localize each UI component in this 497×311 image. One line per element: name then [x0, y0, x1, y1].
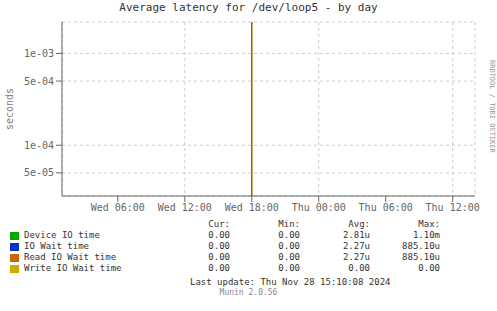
html-text:Write IO Wait time: Write IO Wait time	[24, 263, 122, 273]
html-text:Last update: Thu Nov 28 15:10:: Last update: Thu Nov 28 15:10:08 2024	[190, 277, 391, 287]
html-text:0.00: 0.00	[418, 263, 440, 273]
svg-text:Wed 18:00: Wed 18:00	[225, 202, 279, 213]
html-text:1.10m: 1.10m	[412, 230, 440, 240]
html-text:2.27u: 2.27u	[342, 252, 370, 262]
html-text:Device IO time: Device IO time	[24, 230, 100, 240]
svg-text:1e-03: 1e-03	[24, 48, 54, 59]
html-text:0.00: 0.00	[348, 263, 370, 273]
html-text:Avg:: Avg:	[348, 219, 370, 229]
html-text:Cur:: Cur:	[208, 219, 230, 229]
html-text:Max:: Max:	[418, 219, 440, 229]
html-text:0.00: 0.00	[278, 241, 300, 251]
svg-text:5e-05: 5e-05	[24, 167, 54, 178]
html-text:2.27u: 2.27u	[342, 241, 370, 251]
svg-text:Thu 06:00: Thu 06:00	[359, 202, 413, 213]
html-text:RRDTOOL / TOBI OETIKER: RRDTOOL / TOBI OETIKER	[488, 60, 496, 153]
html-text:0.00: 0.00	[278, 252, 300, 262]
svg-text:Wed 12:00: Wed 12:00	[158, 202, 212, 213]
html-text:0.00: 0.00	[278, 230, 300, 240]
svg-text:Wed 06:00: Wed 06:00	[91, 202, 145, 213]
html-text:Min:: Min:	[278, 219, 300, 229]
html-text:0.00: 0.00	[208, 263, 230, 273]
svg-text:Thu 12:00: Thu 12:00	[426, 202, 480, 213]
html-text:IO Wait time: IO Wait time	[24, 241, 89, 251]
html-text:0.00: 0.00	[278, 263, 300, 273]
svg-text:5e-04: 5e-04	[24, 76, 54, 87]
html-text:Munin 2.0.56: Munin 2.0.56	[219, 288, 278, 297]
svg-text:Thu 00:00: Thu 00:00	[292, 202, 346, 213]
html-text:885.10u: 885.10u	[402, 252, 440, 262]
html-text:0.00: 0.00	[208, 230, 230, 240]
svg-text:1e-04: 1e-04	[24, 140, 54, 151]
html-text:0.00: 0.00	[208, 241, 230, 251]
html-text:Read IO Wait time: Read IO Wait time	[24, 252, 117, 262]
html-text:Average latency for /dev/loop5: Average latency for /dev/loop5 - by day	[119, 1, 378, 14]
html-text:2.81u: 2.81u	[342, 230, 370, 240]
html-text:885.10u: 885.10u	[402, 241, 440, 251]
svg-text:seconds: seconds	[8, 88, 15, 130]
html-text:0.00: 0.00	[208, 252, 230, 262]
